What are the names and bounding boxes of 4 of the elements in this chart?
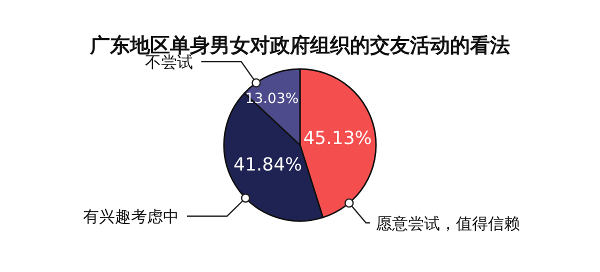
data-label: 45.13%	[303, 128, 372, 150]
slice-label: 有兴趣考虑中	[82, 207, 179, 226]
slice-label: 愿意尝试，值得信赖	[376, 214, 520, 233]
data-label: 41.84%	[234, 154, 302, 176]
